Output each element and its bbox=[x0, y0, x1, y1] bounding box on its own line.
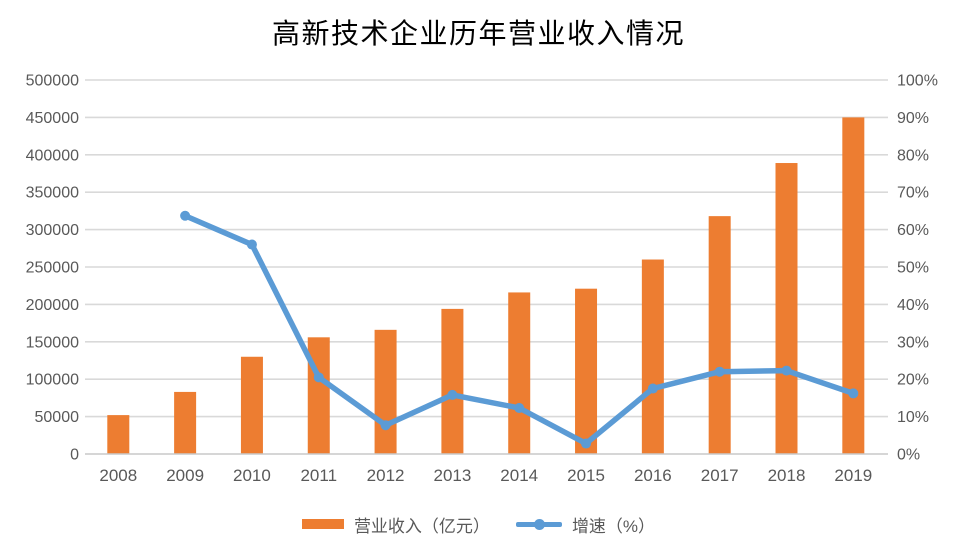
y-left-tick-label: 500000 bbox=[26, 73, 79, 90]
y-left-tick-label: 50000 bbox=[35, 409, 80, 426]
x-tick-label: 2013 bbox=[433, 466, 471, 485]
revenue-bar bbox=[107, 415, 130, 454]
y-right-tick-label: 10% bbox=[897, 409, 929, 426]
x-tick-label: 2011 bbox=[300, 466, 337, 485]
revenue-bar bbox=[641, 259, 664, 454]
y-right-tick-label: 20% bbox=[897, 372, 929, 389]
x-tick-label: 2012 bbox=[367, 466, 405, 485]
y-right-tick-label: 40% bbox=[897, 297, 929, 314]
x-tick-label: 2008 bbox=[99, 466, 137, 485]
y-right-tick-label: 100% bbox=[897, 73, 938, 90]
revenue-bar bbox=[708, 216, 731, 454]
growth-line-marker bbox=[647, 383, 658, 394]
x-tick-label: 2017 bbox=[701, 466, 739, 485]
chart-legend: 营业收入（亿元） 增速（%） bbox=[0, 507, 957, 541]
chart-title: 高新技术企业历年营业收入情况 bbox=[271, 19, 685, 50]
y-left-tick-label: 350000 bbox=[26, 185, 79, 202]
x-tick-label: 2019 bbox=[834, 466, 872, 485]
y-right-tick-label: 30% bbox=[897, 334, 929, 351]
growth-line-marker bbox=[447, 389, 458, 400]
growth-line-marker bbox=[380, 420, 391, 431]
x-tick-label: 2014 bbox=[500, 466, 538, 485]
x-tick-label: 2018 bbox=[768, 466, 806, 485]
y-right-tick-label: 90% bbox=[897, 110, 929, 127]
y-right-tick-label: 50% bbox=[897, 260, 929, 277]
y-left-tick-label: 400000 bbox=[26, 147, 79, 164]
x-tick-label: 2015 bbox=[567, 466, 605, 485]
legend-line-marker-icon bbox=[533, 518, 545, 530]
growth-line-marker bbox=[246, 239, 257, 250]
x-tick-label: 2010 bbox=[233, 466, 271, 485]
revenue-bar bbox=[307, 337, 330, 454]
revenue-bar bbox=[842, 117, 865, 455]
growth-line-marker bbox=[848, 388, 859, 399]
revenue-bar bbox=[775, 163, 798, 454]
legend-bar-swatch-icon bbox=[301, 519, 344, 529]
legend-item-revenue: 营业收入（亿元） bbox=[301, 512, 490, 537]
growth-line-marker bbox=[180, 210, 191, 221]
revenue-bar bbox=[508, 292, 531, 454]
y-left-tick-label: 200000 bbox=[26, 297, 79, 314]
y-left-tick-label: 100000 bbox=[26, 372, 79, 389]
growth-line-marker bbox=[514, 402, 525, 413]
y-left-tick-label: 300000 bbox=[26, 222, 79, 239]
growth-line-marker bbox=[581, 438, 592, 449]
legend-line-swatch-icon bbox=[515, 518, 562, 530]
revenue-bar bbox=[174, 391, 197, 454]
revenue-bar bbox=[575, 288, 598, 454]
revenue-bar bbox=[441, 308, 464, 454]
y-right-tick-label: 60% bbox=[897, 222, 929, 239]
y-left-tick-label: 150000 bbox=[26, 334, 79, 351]
growth-line-marker bbox=[781, 365, 792, 376]
revenue-bar bbox=[240, 356, 263, 454]
revenue-bar bbox=[374, 329, 397, 454]
growth-line-marker bbox=[313, 372, 324, 383]
y-right-tick-label: 0% bbox=[897, 447, 920, 464]
y-left-tick-label: 250000 bbox=[26, 260, 79, 277]
legend-growth-label: 增速（%） bbox=[571, 516, 656, 536]
y-right-tick-label: 70% bbox=[897, 185, 929, 202]
y-right-tick-label: 80% bbox=[897, 147, 929, 164]
y-left-tick-label: 0 bbox=[70, 447, 79, 464]
x-tick-label: 2009 bbox=[166, 466, 204, 485]
combo-chart-plot: 0 0% 50000 10% 100000 20% 150000 30% 200000 40% 25… bbox=[26, 73, 938, 486]
growth-line-marker bbox=[714, 366, 725, 377]
y-left-tick-label: 450000 bbox=[26, 110, 79, 127]
x-tick-label: 2016 bbox=[634, 466, 672, 485]
legend-revenue-label: 营业收入（亿元） bbox=[353, 516, 490, 536]
legend-item-growth: 增速（%） bbox=[515, 512, 656, 537]
